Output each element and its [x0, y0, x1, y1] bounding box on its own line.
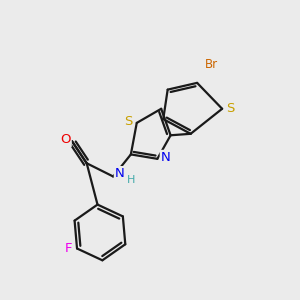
Text: F: F: [64, 242, 72, 255]
Text: Br: Br: [205, 58, 218, 71]
Text: O: O: [60, 133, 71, 146]
Text: N: N: [115, 167, 124, 180]
Text: N: N: [161, 151, 170, 164]
Text: H: H: [127, 175, 136, 185]
Text: S: S: [124, 115, 133, 128]
Text: S: S: [226, 102, 235, 115]
